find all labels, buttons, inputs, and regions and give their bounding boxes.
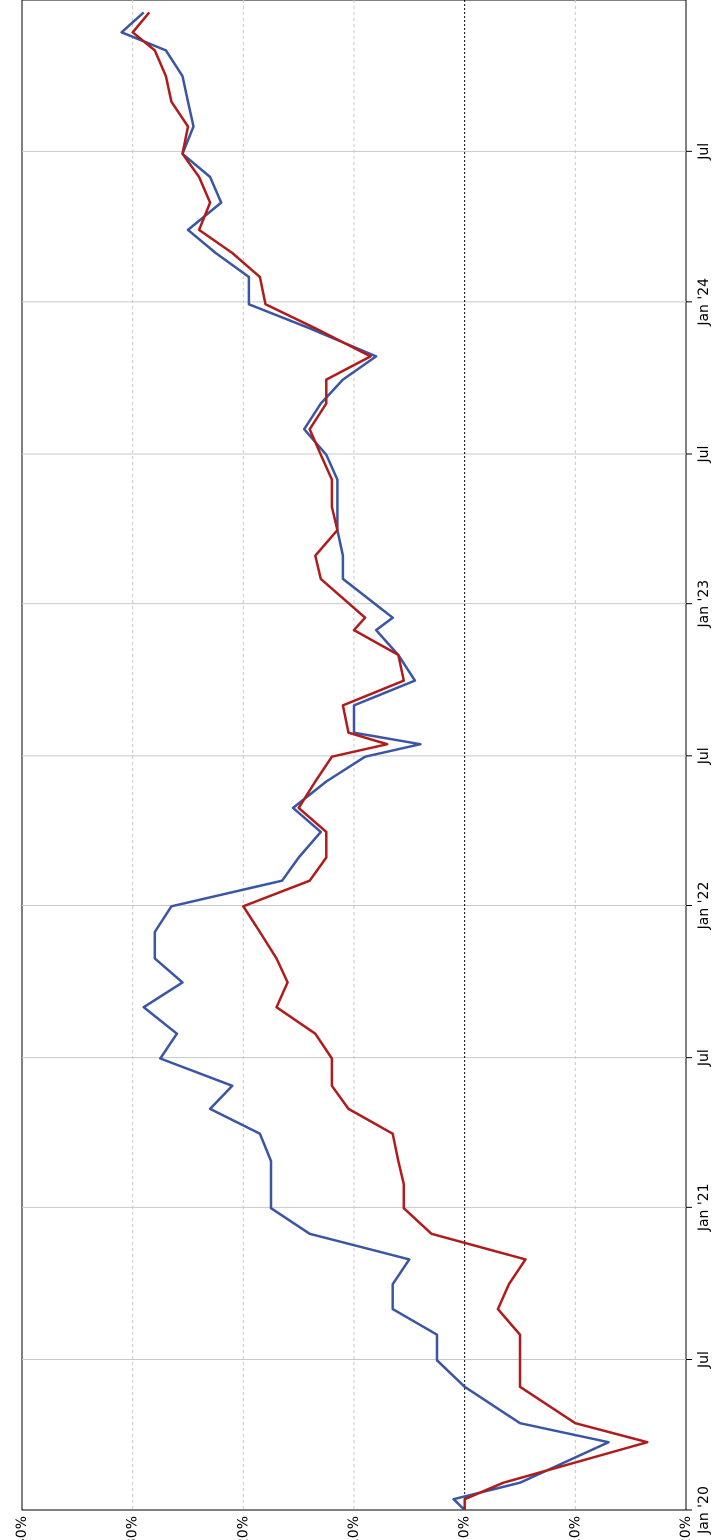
date-tick-label: Jul [696,1351,712,1369]
date-tick-labels: Jan '20 Jul Jan '21 Jul Jan '22 Jul Jan '23 Jul… [696,143,712,1535]
series-lines [120,11,649,1511]
date-tick-label: Jul [696,1049,712,1067]
date-tick-label: Jul [696,446,712,464]
date-tick-label: Jan '21 [696,1183,712,1232]
value-tick-labels: 40% 30% 20% 10% 0% -10% -20% [14,1516,694,1540]
date-tick-label: Jan '24 [696,278,712,327]
value-tick-label: 20% [235,1516,251,1540]
series-blue-line [120,11,610,1511]
series-red-line [131,11,649,1510]
date-tick-label: Jan '22 [696,882,712,931]
value-tick-label: 10% [346,1516,362,1540]
date-tick-label: Jan '20 [696,1486,712,1535]
plot-background [21,0,687,1511]
value-tick-label: 0% [457,1516,473,1538]
date-tick-label: Jan '23 [696,580,712,629]
date-tick-label: Jul [696,143,712,161]
value-tick-label: 30% [125,1516,141,1540]
value-tick-label: -20% [678,1516,694,1540]
date-tick-label: Jul [696,747,712,765]
value-tick-label: -10% [567,1516,583,1540]
value-tick-label: 40% [14,1516,30,1540]
